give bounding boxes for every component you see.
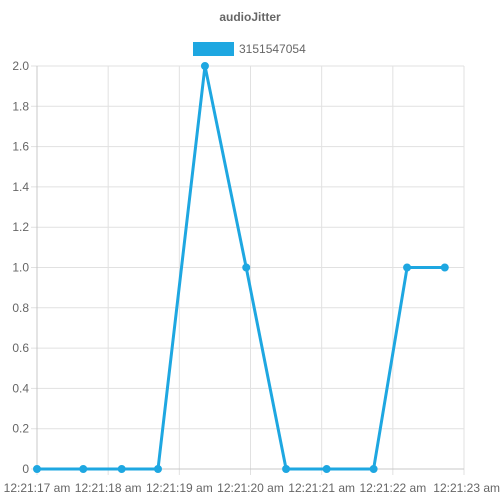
data-point[interactable] (153, 465, 162, 473)
data-point[interactable] (322, 465, 331, 473)
data-point[interactable] (440, 263, 449, 272)
legend-swatch (193, 42, 234, 56)
x-tick-label: 12:21:17 am (4, 481, 71, 495)
y-tick-label: 1.2 (12, 220, 29, 234)
data-point[interactable] (242, 263, 251, 272)
y-tick-label: 0.8 (12, 301, 29, 315)
data-point[interactable] (282, 465, 291, 473)
legend[interactable]: 3151547054 (193, 42, 306, 56)
chart-title: audioJitter (219, 10, 281, 24)
data-point[interactable] (79, 465, 88, 473)
data-point[interactable] (33, 465, 41, 473)
data-point[interactable] (369, 465, 378, 473)
series (33, 62, 449, 473)
x-tick-label: 12:21:18 am (75, 481, 142, 495)
y-tick-label: 1.4 (12, 180, 29, 194)
y-tick-label: 2.0 (12, 59, 29, 73)
y-tick-label: 0.6 (12, 341, 29, 355)
y-tick-label: 1.0 (12, 261, 29, 275)
x-axis-ticks: 12:21:17 am 12:21:18 am 12:21:19 am 12:21:2… (4, 481, 500, 495)
data-point[interactable] (403, 263, 412, 272)
y-tick-label: 0.2 (12, 422, 29, 436)
data-point[interactable] (117, 465, 126, 473)
legend-label: 3151547054 (239, 42, 306, 56)
x-tick-label: 12:21:19 am (146, 481, 213, 495)
x-tick-label: 12:21:22 am (359, 481, 426, 495)
y-tick-label: 0.4 (12, 381, 29, 395)
x-tick-label: 12:21:20 am (217, 481, 284, 495)
data-point[interactable] (200, 62, 209, 70)
y-tick-label: 0 (22, 462, 29, 476)
y-tick-label: 1.8 (12, 99, 29, 113)
x-tick-label: 12:21:21 am (288, 481, 355, 495)
x-tick-label: 12:21:23 am (433, 481, 500, 495)
y-axis-ticks: 0 0.2 0.4 0.6 0.8 1.0 1.2 1.4 1.6 1.8 2.0 (12, 59, 29, 476)
y-tick-label: 1.6 (12, 140, 29, 154)
